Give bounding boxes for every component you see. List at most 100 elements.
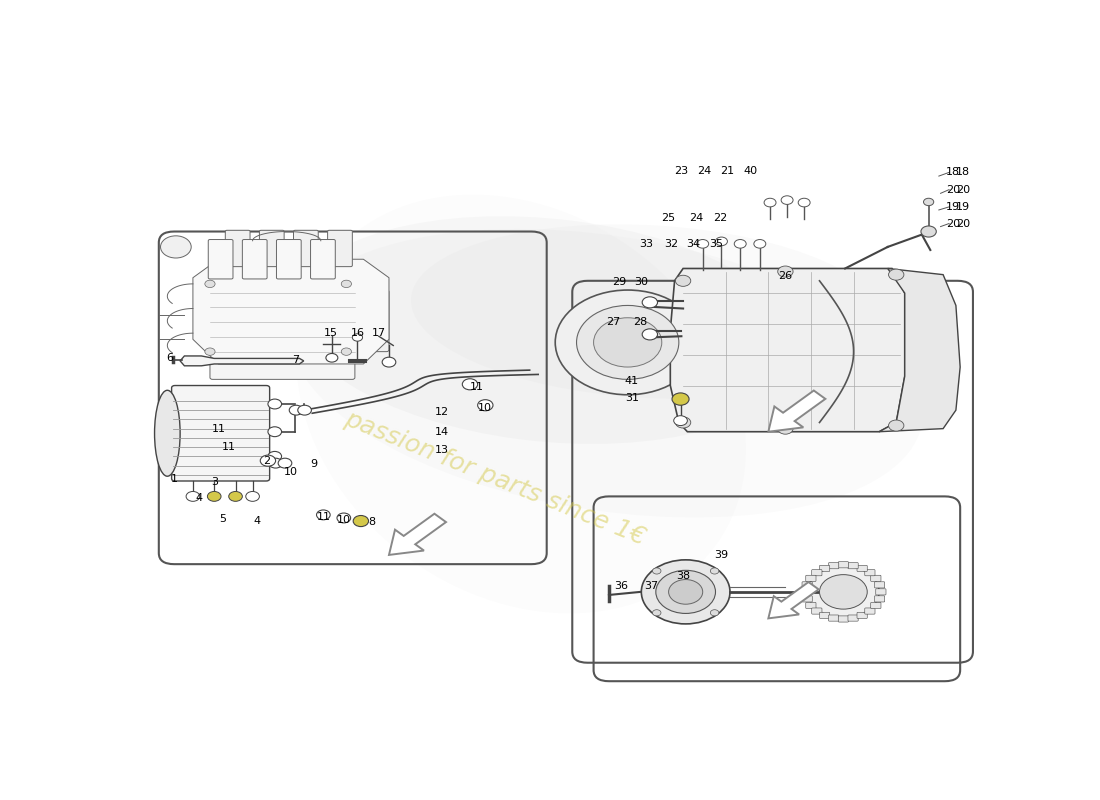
Text: 27: 27 (606, 317, 620, 327)
Circle shape (764, 198, 776, 207)
Polygon shape (768, 390, 825, 432)
FancyBboxPatch shape (210, 362, 355, 379)
Circle shape (268, 458, 283, 468)
Circle shape (642, 297, 658, 308)
Circle shape (245, 491, 260, 502)
Text: 40: 40 (744, 166, 758, 176)
Text: 29: 29 (612, 277, 626, 287)
FancyBboxPatch shape (812, 608, 822, 614)
Circle shape (754, 239, 766, 248)
FancyBboxPatch shape (838, 616, 848, 622)
Circle shape (711, 610, 719, 616)
Text: 22: 22 (713, 213, 727, 223)
Text: 33: 33 (639, 239, 653, 249)
Circle shape (261, 455, 276, 466)
Text: 30: 30 (635, 277, 648, 287)
FancyBboxPatch shape (820, 612, 829, 618)
Circle shape (278, 458, 292, 468)
FancyBboxPatch shape (260, 230, 284, 266)
Circle shape (889, 269, 904, 280)
Circle shape (673, 416, 688, 426)
Circle shape (652, 610, 661, 616)
Ellipse shape (294, 216, 800, 444)
Circle shape (807, 566, 879, 618)
Text: 14: 14 (434, 426, 449, 437)
Circle shape (289, 406, 302, 415)
Circle shape (799, 198, 810, 207)
FancyBboxPatch shape (294, 230, 318, 266)
Text: 11: 11 (222, 442, 235, 452)
Text: 5: 5 (219, 514, 227, 524)
Circle shape (268, 451, 282, 462)
Text: 18: 18 (956, 167, 970, 178)
Text: 20: 20 (946, 218, 960, 229)
FancyBboxPatch shape (857, 566, 867, 571)
Text: 38: 38 (676, 571, 690, 582)
FancyBboxPatch shape (857, 612, 867, 618)
Circle shape (341, 280, 352, 287)
Circle shape (205, 348, 216, 355)
Text: 32: 32 (664, 239, 679, 249)
Circle shape (669, 579, 703, 604)
Circle shape (352, 334, 363, 341)
Circle shape (317, 510, 330, 520)
Circle shape (652, 568, 661, 574)
Ellipse shape (289, 229, 923, 518)
FancyBboxPatch shape (865, 608, 874, 614)
Text: 20: 20 (956, 185, 970, 194)
FancyBboxPatch shape (848, 615, 858, 621)
FancyBboxPatch shape (355, 290, 389, 352)
Text: 34: 34 (686, 239, 701, 249)
Circle shape (778, 423, 793, 434)
Circle shape (641, 560, 730, 624)
Text: 28: 28 (634, 317, 648, 327)
Text: 10: 10 (477, 403, 492, 414)
Circle shape (268, 399, 282, 409)
FancyBboxPatch shape (812, 570, 822, 576)
Circle shape (477, 400, 493, 410)
Circle shape (656, 570, 715, 614)
FancyBboxPatch shape (208, 239, 233, 279)
Text: 25: 25 (661, 213, 674, 223)
FancyBboxPatch shape (310, 239, 336, 279)
Circle shape (353, 515, 369, 526)
Circle shape (820, 574, 867, 609)
Circle shape (298, 406, 311, 415)
Circle shape (781, 196, 793, 205)
Circle shape (268, 426, 282, 437)
Text: 9: 9 (310, 458, 318, 469)
FancyBboxPatch shape (871, 575, 881, 582)
FancyBboxPatch shape (828, 615, 839, 621)
FancyBboxPatch shape (226, 230, 250, 266)
Text: 24: 24 (689, 213, 703, 223)
Text: 10: 10 (337, 515, 351, 525)
FancyBboxPatch shape (276, 239, 301, 279)
Circle shape (642, 329, 658, 340)
FancyBboxPatch shape (838, 562, 848, 568)
Circle shape (735, 239, 746, 248)
Text: 11: 11 (211, 424, 226, 434)
FancyBboxPatch shape (802, 596, 812, 602)
Text: 20: 20 (956, 218, 970, 229)
Circle shape (675, 275, 691, 286)
FancyBboxPatch shape (848, 562, 858, 569)
Text: 6: 6 (166, 353, 174, 363)
Text: 19: 19 (946, 202, 960, 212)
Polygon shape (180, 356, 304, 366)
Text: 18: 18 (946, 167, 960, 178)
Circle shape (921, 226, 936, 237)
Text: 4: 4 (253, 516, 261, 526)
FancyBboxPatch shape (820, 566, 829, 571)
Text: 12: 12 (434, 407, 449, 417)
Text: 11: 11 (470, 382, 484, 392)
Circle shape (696, 239, 708, 248)
Ellipse shape (411, 224, 887, 399)
Circle shape (161, 236, 191, 258)
Text: 2: 2 (264, 456, 271, 466)
FancyBboxPatch shape (865, 570, 874, 576)
Circle shape (337, 513, 351, 523)
Text: 35: 35 (710, 239, 724, 249)
Circle shape (675, 417, 691, 428)
Circle shape (672, 393, 689, 406)
Polygon shape (879, 269, 960, 432)
